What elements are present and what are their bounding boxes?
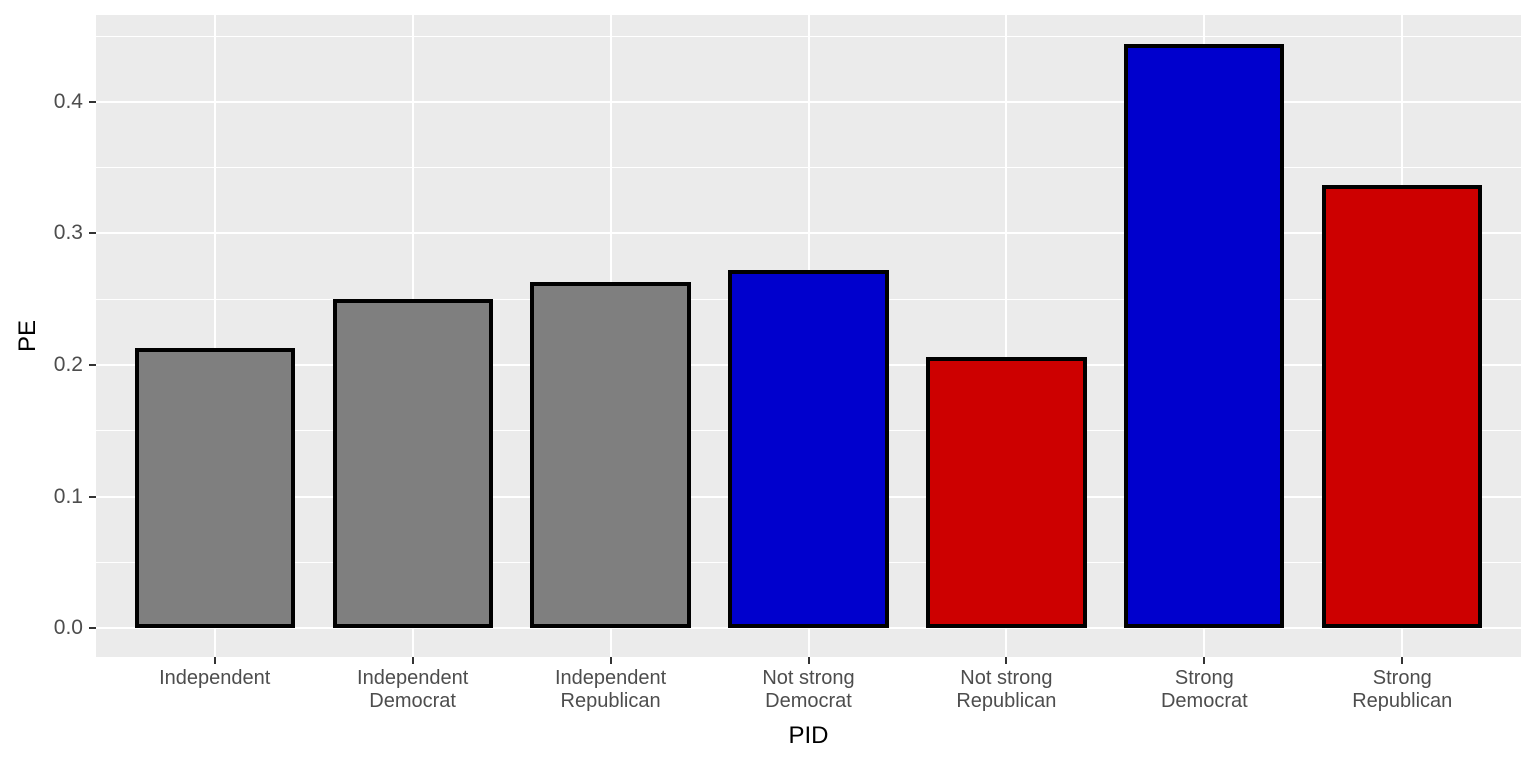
- y-tick-label: 0.2: [53, 352, 83, 376]
- y-tick-label: 0.0: [53, 616, 83, 640]
- y-tick-label: 0.1: [53, 484, 83, 508]
- x-tick-label: Independent Democrat: [357, 667, 469, 712]
- bar: [1124, 43, 1285, 629]
- x-tick-mark: [411, 657, 414, 664]
- y-tick-mark: [89, 363, 96, 366]
- x-tick-label: Strong Democrat: [1160, 667, 1248, 712]
- bar: [1322, 184, 1483, 629]
- vertical-gridline: [213, 15, 216, 657]
- x-tick-label: Not strong Republican: [956, 667, 1057, 712]
- y-tick-label: 0.3: [53, 221, 83, 245]
- plot-panel: [96, 15, 1521, 657]
- x-tick-label: Not strong Democrat: [762, 667, 855, 712]
- y-axis-title: PE: [14, 319, 41, 353]
- x-tick-mark: [807, 657, 810, 664]
- x-tick-mark: [609, 657, 612, 664]
- bar: [332, 299, 493, 629]
- y-tick-label: 0.4: [53, 89, 83, 113]
- x-tick-label: Strong Republican: [1352, 667, 1453, 712]
- x-tick-label: Independent: [159, 667, 271, 689]
- bar: [134, 347, 295, 629]
- bar: [530, 282, 691, 629]
- y-tick-mark: [89, 100, 96, 103]
- y-tick-mark: [89, 627, 96, 630]
- x-tick-mark: [1005, 657, 1008, 664]
- y-tick-mark: [89, 495, 96, 498]
- y-tick-mark: [89, 232, 96, 235]
- x-axis-title: PID: [788, 722, 829, 749]
- x-tick-mark: [1401, 657, 1404, 664]
- x-tick-label: Independent Republican: [554, 667, 667, 712]
- x-tick-mark: [1203, 657, 1206, 664]
- bar: [728, 270, 889, 629]
- x-tick-mark: [213, 657, 216, 664]
- bar: [926, 357, 1087, 629]
- vertical-gridline: [1005, 15, 1008, 657]
